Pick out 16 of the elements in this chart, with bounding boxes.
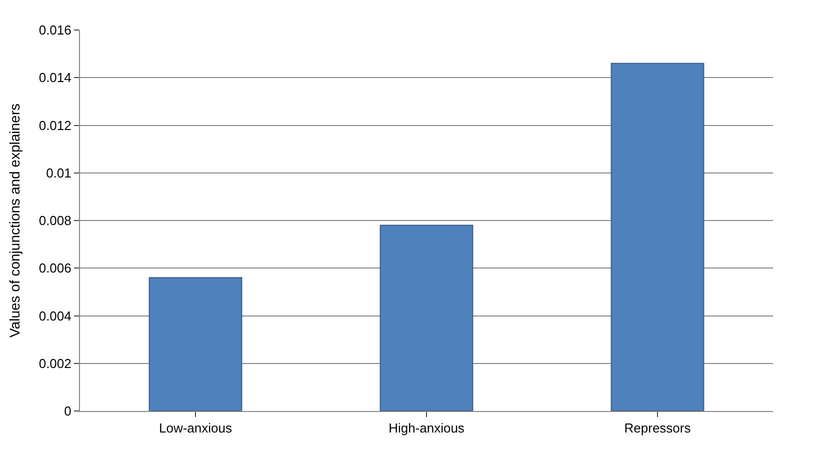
- bar: [148, 277, 242, 411]
- bar: [610, 62, 704, 411]
- y-tick-label: 0.004: [38, 308, 72, 324]
- y-tick-label: 0.012: [38, 118, 72, 133]
- x-tick-label: High-anxious: [388, 420, 465, 436]
- y-tick-label: 0.002: [38, 356, 72, 371]
- y-tick-label: 0: [64, 404, 72, 419]
- y-tick-label: 0.008: [38, 213, 72, 228]
- bar: [380, 224, 474, 411]
- y-tick-label: 0.006: [38, 260, 72, 276]
- x-tick-label: Low-anxious: [159, 420, 232, 436]
- y-axis-title: Values of conjunctions and explainers: [6, 103, 22, 338]
- y-tick-label: 0.014: [38, 70, 72, 86]
- x-tick-label: Repressors: [624, 420, 692, 436]
- y-tick-label: 0.016: [38, 22, 72, 38]
- y-tick-label: 0.01: [46, 165, 72, 180]
